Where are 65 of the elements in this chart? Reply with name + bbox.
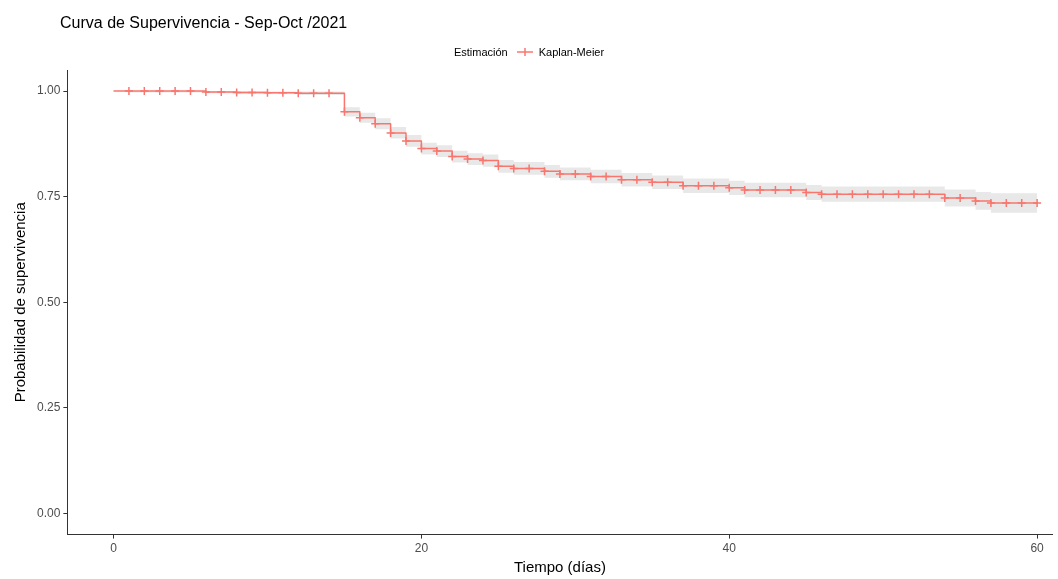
point <box>770 185 781 195</box>
chart-title: Curva de Supervivencia - Sep-Oct /2021 <box>60 14 348 32</box>
point <box>170 86 180 96</box>
point <box>370 118 380 129</box>
point <box>878 189 888 199</box>
point <box>986 198 996 208</box>
point <box>278 88 288 98</box>
point <box>616 175 627 185</box>
point <box>478 155 488 166</box>
point <box>847 189 858 199</box>
point <box>739 185 750 195</box>
x-tick-label: 0 <box>110 541 118 556</box>
point <box>401 136 411 146</box>
point <box>355 112 365 123</box>
point <box>755 185 765 195</box>
point <box>432 146 442 156</box>
point <box>816 189 827 199</box>
point <box>555 169 565 179</box>
point <box>940 193 950 203</box>
point <box>293 88 303 98</box>
point <box>339 107 350 117</box>
point <box>893 189 904 199</box>
point <box>678 180 688 191</box>
y-axis-title: Probabilidad de supervivencia <box>11 201 29 403</box>
legend-label: Kaplan-Meier <box>538 46 605 58</box>
y-tick-label: 0.00 <box>37 505 61 520</box>
point <box>201 87 211 97</box>
y-tick-label: 1.00 <box>37 83 61 98</box>
x-axis-title: Tiempo (días) <box>513 558 606 576</box>
x-tick-label: 60 <box>1030 541 1045 556</box>
point <box>216 87 227 97</box>
point <box>124 86 134 96</box>
y-tick-label: 0.75 <box>37 189 61 204</box>
point <box>909 189 919 199</box>
y-tick-label: 0.25 <box>37 400 61 415</box>
point <box>632 175 642 185</box>
point <box>1001 198 1012 208</box>
y-tick-label: 0.50 <box>37 294 61 309</box>
point <box>447 151 457 162</box>
point <box>324 88 334 98</box>
point <box>462 154 473 164</box>
point <box>801 187 811 198</box>
point <box>970 196 981 206</box>
point <box>1032 198 1042 208</box>
point <box>139 86 150 96</box>
point <box>154 86 165 96</box>
x-tick-label: 40 <box>722 541 737 556</box>
point <box>247 87 257 98</box>
point <box>601 171 611 182</box>
point <box>832 189 842 199</box>
point <box>185 86 196 96</box>
point <box>1016 198 1027 208</box>
point <box>385 128 396 138</box>
point <box>524 163 534 174</box>
point <box>955 193 965 203</box>
point <box>924 189 935 199</box>
legend-title: Estimación <box>453 46 508 58</box>
point <box>262 88 273 98</box>
point <box>724 183 734 193</box>
x-tick-label: 20 <box>414 541 429 556</box>
point <box>709 180 719 191</box>
point <box>308 88 319 98</box>
point <box>863 189 873 199</box>
point <box>570 169 581 179</box>
point <box>786 185 796 195</box>
